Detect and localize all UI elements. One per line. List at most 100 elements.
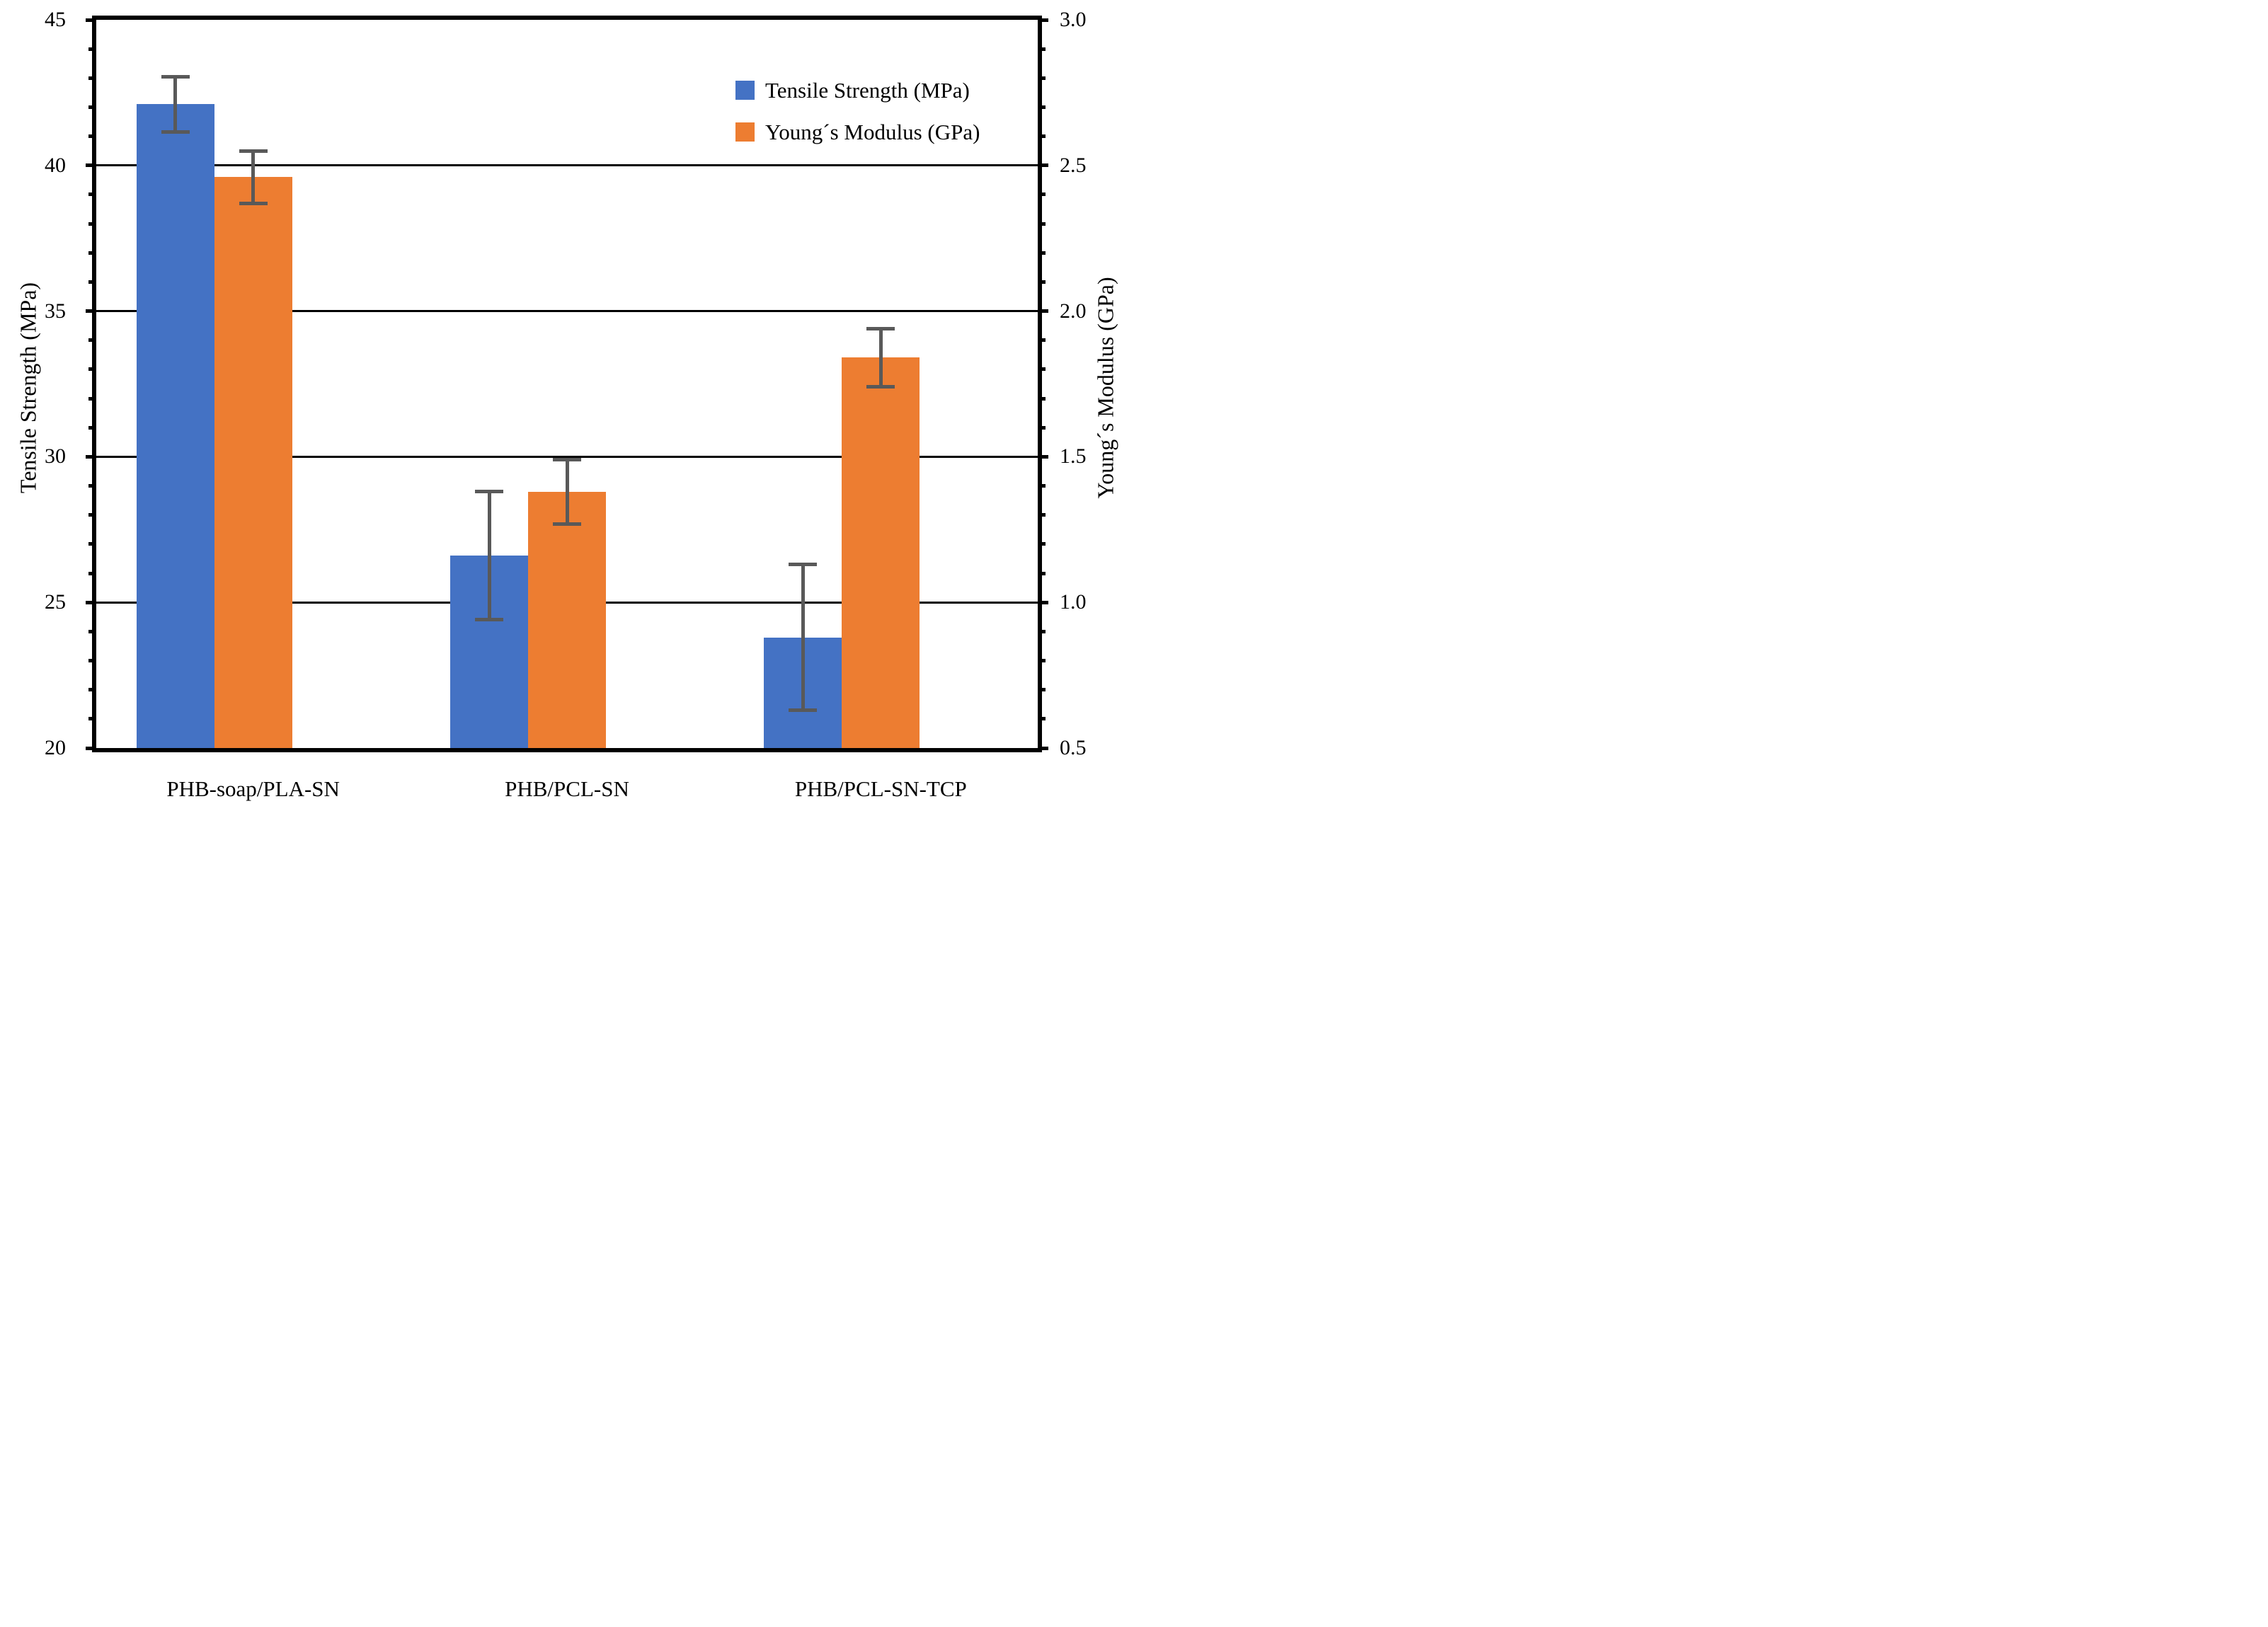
- right-axis-minor-tick: [1042, 717, 1046, 721]
- left-axis-minor-tick: [88, 76, 92, 80]
- right-axis-tick-label: 2.0: [1060, 299, 1087, 323]
- left-axis-major-tick: [86, 600, 92, 604]
- left-axis-minor-tick: [88, 367, 92, 372]
- right-axis-minor-tick: [1042, 47, 1046, 51]
- right-axis-minor-tick: [1042, 105, 1046, 109]
- left-axis-minor-tick: [88, 484, 92, 488]
- right-axis-tick-label: 2.5: [1060, 153, 1087, 177]
- left-axis-minor-tick: [88, 338, 92, 343]
- right-axis-major-tick: [1042, 309, 1048, 314]
- error-bar-cap: [239, 201, 268, 205]
- right-axis-major-tick: [1042, 454, 1048, 459]
- right-axis-minor-tick: [1042, 629, 1046, 633]
- error-bar-cap: [239, 149, 268, 153]
- left-axis-major-tick: [86, 454, 92, 459]
- legend-label: Young´s Modulus (GPa): [765, 119, 980, 144]
- right-axis-minor-tick: [1042, 542, 1046, 546]
- right-axis-minor-tick: [1042, 251, 1046, 255]
- legend-label: Tensile Strength (MPa): [765, 77, 970, 103]
- left-axis-minor-tick: [88, 396, 92, 401]
- x-axis-label-0: PHB-soap/PLA-SN: [166, 776, 340, 801]
- left-axis-minor-tick: [88, 688, 92, 692]
- x-axis-label-2: PHB/PCL-SN-TCP: [794, 776, 967, 801]
- right-axis-minor-tick: [1042, 484, 1046, 488]
- right-axis-minor-tick: [1042, 280, 1046, 284]
- error-bar-cap: [475, 490, 503, 494]
- error-bar-cap: [866, 385, 895, 389]
- bar-youngs-modulus-1: [528, 491, 606, 748]
- error-bar-line: [801, 564, 805, 711]
- error-bar-cap: [866, 326, 895, 330]
- right-axis-major-tick: [1042, 163, 1048, 168]
- right-axis-tick-label: 1.5: [1060, 444, 1087, 468]
- left-axis-minor-tick: [88, 425, 92, 430]
- youngs-modulus-swatch-icon: [735, 122, 755, 142]
- right-axis-minor-tick: [1042, 425, 1046, 430]
- error-bar-cap: [553, 522, 581, 526]
- left-axis-minor-tick: [88, 251, 92, 255]
- error-bar-line: [251, 151, 256, 204]
- error-bar-cap: [161, 130, 190, 134]
- error-bar-line: [173, 76, 178, 132]
- right-axis-minor-tick: [1042, 134, 1046, 139]
- plot-area: Tensile Strength (MPa) Young´s Modulus (…: [92, 16, 1042, 752]
- x-axis-label-1: PHB/PCL-SN: [505, 776, 629, 801]
- tensile-strength-swatch-icon: [735, 80, 755, 100]
- right-axis-major-tick: [1042, 18, 1048, 22]
- bar-youngs-modulus-2: [842, 357, 920, 748]
- left-axis-tick-label: 45: [45, 8, 66, 31]
- right-axis-minor-tick: [1042, 396, 1046, 401]
- right-axis-minor-tick: [1042, 222, 1046, 226]
- error-bar-line: [487, 491, 491, 620]
- left-axis-tick-label: 40: [45, 153, 66, 177]
- right-axis-title: Young´s Modulus (GPa): [1092, 277, 1118, 499]
- right-axis-minor-tick: [1042, 367, 1046, 372]
- right-axis-minor-tick: [1042, 338, 1046, 343]
- left-axis-minor-tick: [88, 571, 92, 575]
- right-axis-tick-label: 3.0: [1060, 8, 1087, 31]
- legend-item-tensile-strength: Tensile Strength (MPa): [735, 77, 980, 103]
- right-axis-tick-label: 1.0: [1060, 590, 1087, 614]
- right-axis-minor-tick: [1042, 192, 1046, 197]
- error-bar-cap: [789, 563, 818, 567]
- gridline: [96, 310, 1038, 313]
- bar-chart: Tensile Strength (MPa) Young´s Modulus (…: [0, 0, 1134, 814]
- left-axis-minor-tick: [88, 280, 92, 284]
- bar-tensile-strength-0: [136, 104, 214, 748]
- right-axis-major-tick: [1042, 746, 1048, 750]
- left-axis-major-tick: [86, 309, 92, 314]
- error-bar-cap: [789, 708, 818, 712]
- left-axis-minor-tick: [88, 659, 92, 663]
- left-axis-tick-label: 35: [45, 299, 66, 323]
- error-bar-cap: [475, 618, 503, 622]
- left-axis-minor-tick: [88, 717, 92, 721]
- left-axis-minor-tick: [88, 47, 92, 51]
- left-axis-minor-tick: [88, 222, 92, 226]
- left-axis-tick-label: 25: [45, 590, 66, 614]
- legend: Tensile Strength (MPa) Young´s Modulus (…: [735, 79, 980, 163]
- right-axis-minor-tick: [1042, 659, 1046, 663]
- error-bar-line: [878, 328, 883, 387]
- error-bar-cap: [553, 458, 581, 462]
- left-axis-minor-tick: [88, 542, 92, 546]
- legend-item-youngs-modulus: Young´s Modulus (GPa): [735, 119, 980, 144]
- left-axis-minor-tick: [88, 513, 92, 517]
- left-axis-title: Tensile Strength (MPa): [15, 282, 41, 494]
- error-bar-cap: [161, 74, 190, 79]
- right-axis-minor-tick: [1042, 76, 1046, 80]
- left-axis-tick-label: 30: [45, 444, 66, 468]
- right-axis-minor-tick: [1042, 571, 1046, 575]
- left-axis-minor-tick: [88, 192, 92, 197]
- right-axis-tick-label: 0.5: [1060, 736, 1087, 759]
- left-axis-tick-label: 20: [45, 736, 66, 759]
- error-bar-line: [565, 459, 569, 524]
- right-axis-major-tick: [1042, 600, 1048, 604]
- left-axis-minor-tick: [88, 629, 92, 633]
- left-axis-minor-tick: [88, 134, 92, 139]
- left-axis-minor-tick: [88, 105, 92, 109]
- left-axis-major-tick: [86, 18, 92, 22]
- right-axis-minor-tick: [1042, 688, 1046, 692]
- left-axis-major-tick: [86, 163, 92, 168]
- gridline: [96, 455, 1038, 458]
- gridline: [96, 164, 1038, 167]
